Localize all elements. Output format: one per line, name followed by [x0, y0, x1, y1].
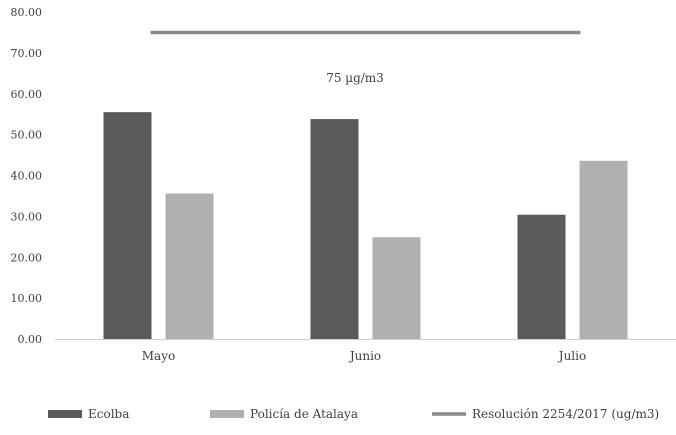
reference-line-annotation: 75 µg/m3 [326, 71, 384, 85]
y-tick-label: 80.00 [11, 6, 43, 19]
legend-label-policia-de-atalaya: Policía de Atalaya [250, 407, 358, 421]
bar-ecolba-julio [517, 214, 566, 339]
x-axis: Mayo Junio Julio [55, 339, 676, 363]
legend: Ecolba Policía de Atalaya Resolución 2254/… [48, 407, 659, 421]
reference-line-group: 75 µg/m3 [150, 30, 581, 85]
y-axis: 0.00 10.00 20.00 30.00 40.00 50.00 60.00 70.00 8… [11, 6, 43, 346]
legend-label-ecolba: Ecolba [88, 407, 129, 421]
y-tick-label: 0.00 [18, 333, 43, 346]
bar-polic-a-de-atalaya-mayo [165, 193, 214, 339]
bar-ecolba-junio [310, 119, 359, 339]
y-tick-label: 50.00 [11, 129, 43, 142]
bar-ecolba-mayo [103, 112, 152, 339]
y-tick-label: 10.00 [11, 292, 43, 305]
category-label: Julio [557, 349, 586, 363]
legend-label-resolucion: Resolución 2254/2017 (ug/m3) [472, 407, 659, 421]
y-tick-label: 30.00 [11, 210, 43, 223]
y-tick-label: 70.00 [11, 47, 43, 60]
bar-polic-a-de-atalaya-julio [579, 160, 628, 339]
legend-swatch-ecolba [48, 410, 82, 418]
y-tick-label: 20.00 [11, 251, 43, 264]
bar-polic-a-de-atalaya-junio [372, 237, 421, 339]
y-tick-label: 60.00 [11, 88, 43, 101]
bars [103, 112, 628, 339]
category-label: Mayo [142, 349, 175, 363]
legend-swatch-policia-de-atalaya [210, 410, 244, 418]
category-label: Junio [348, 349, 381, 363]
y-tick-label: 40.00 [11, 170, 43, 183]
